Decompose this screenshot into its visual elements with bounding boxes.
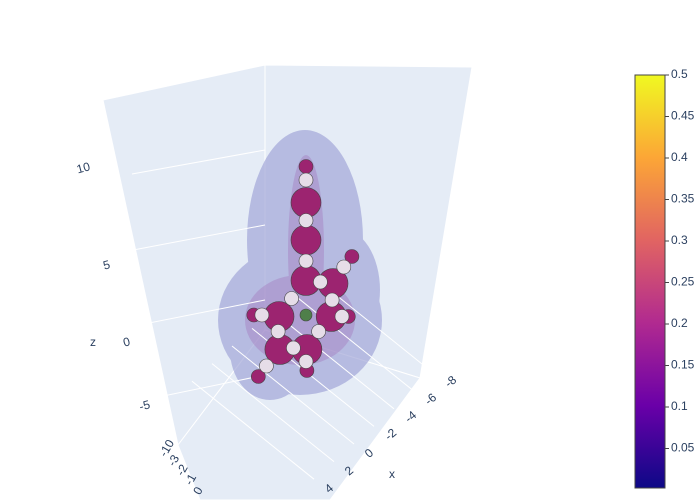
z-axis-label: z [90, 335, 96, 349]
atom [313, 274, 328, 290]
colorbar-tick-label: 0.1 [671, 399, 688, 413]
z-tick-label: 10 [75, 159, 92, 176]
colorbar-tick-label: 0.05 [671, 441, 695, 455]
atom [286, 340, 301, 356]
colorbar-tick-label: 0.35 [671, 192, 695, 206]
atom [270, 324, 286, 339]
grid-line [191, 380, 315, 480]
colorbar-tick-label: 0.2 [671, 316, 688, 330]
x-tick-label: -6 [422, 390, 439, 408]
atom [336, 259, 352, 275]
colorbar-tick-label: 0.5 [671, 67, 688, 81]
x-axis-label: x [389, 467, 395, 481]
colorbar [634, 74, 666, 489]
atom [334, 309, 350, 324]
grid-line [271, 310, 395, 410]
atom [290, 224, 322, 256]
atom [298, 354, 314, 369]
x-tick-label: -8 [442, 373, 459, 391]
x-tick-label: -4 [402, 408, 419, 426]
z-tick-label: 0 [122, 334, 132, 349]
atom [290, 187, 322, 218]
z-tick-label: 5 [102, 257, 112, 272]
atom [298, 213, 314, 228]
x-tick-label: 0 [362, 446, 376, 461]
atom [259, 358, 274, 374]
grid-line [123, 299, 266, 329]
grid-line [291, 292, 415, 392]
grid-line [131, 149, 266, 175]
colorbar-tick-label: 0.25 [671, 275, 695, 289]
atom [311, 324, 326, 339]
grid-line [119, 374, 266, 406]
colorbar-tick-label: 0.45 [671, 109, 695, 123]
grid-line [231, 345, 355, 445]
colorbar-tick-label: 0.4 [671, 150, 688, 164]
atom [324, 292, 340, 308]
colorbar-tick-label: 0.15 [671, 358, 695, 372]
atom [298, 159, 314, 174]
z-tick-label: -5 [138, 397, 152, 413]
atom [284, 291, 299, 306]
atom [344, 249, 360, 264]
atom [299, 308, 313, 322]
atom [254, 307, 270, 323]
atom [298, 172, 314, 188]
atom [298, 253, 314, 269]
colorbar-tick-label: 0.3 [671, 233, 688, 247]
x-tick-label: -2 [382, 425, 399, 443]
grid-line [211, 363, 335, 462]
grid-line [127, 224, 266, 252]
atom [250, 369, 266, 384]
